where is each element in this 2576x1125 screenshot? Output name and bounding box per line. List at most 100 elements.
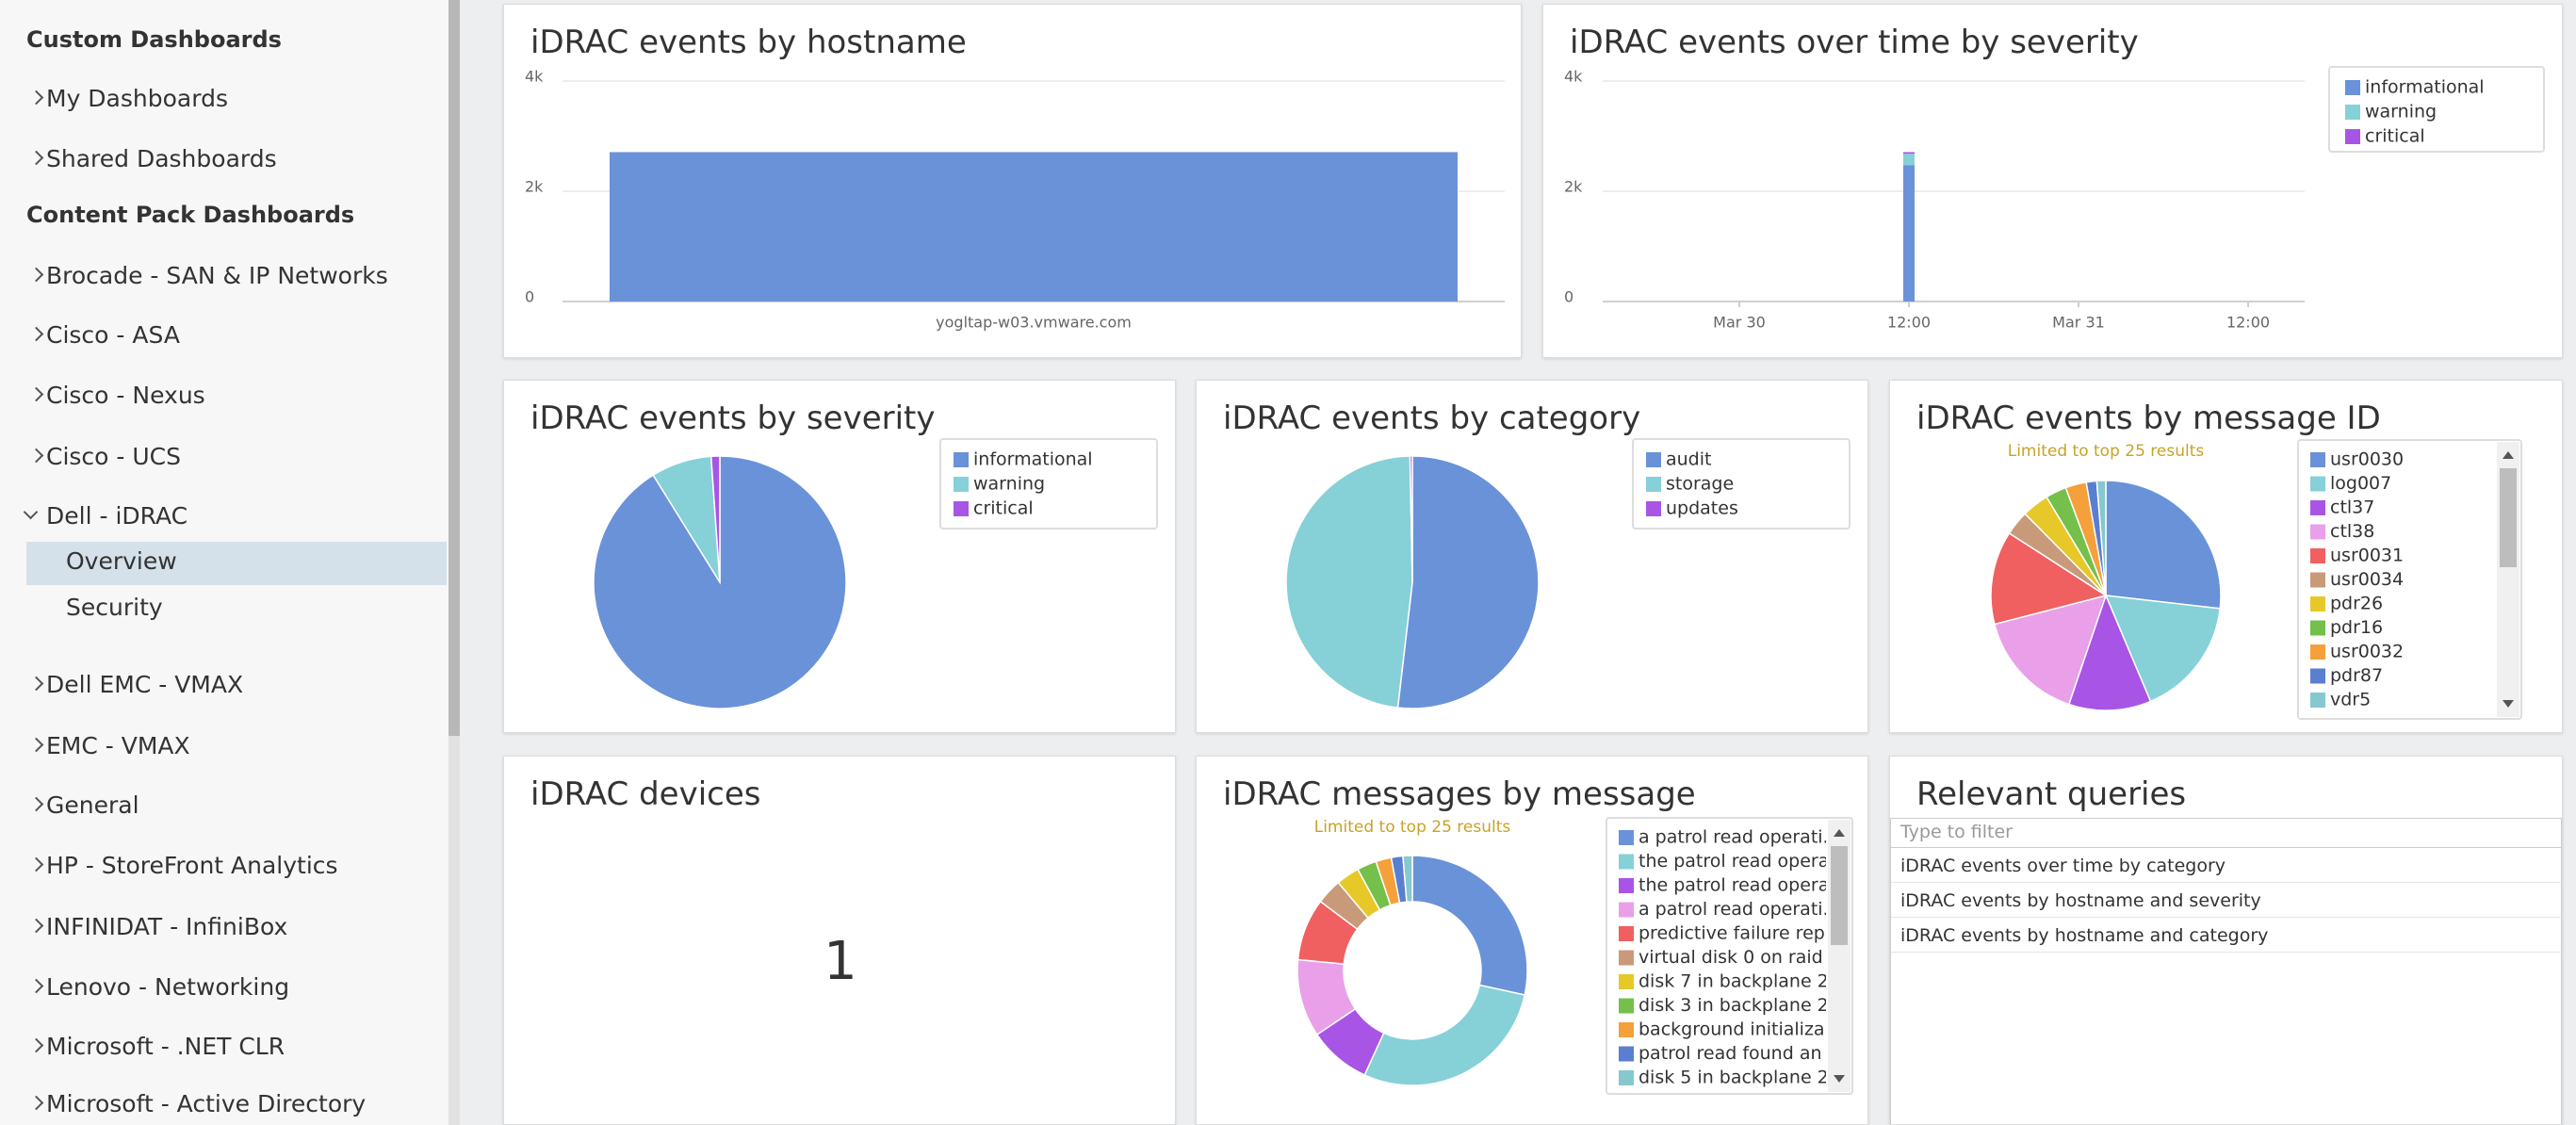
pie-slice — [1411, 855, 1528, 996]
legend-box — [2328, 66, 2545, 153]
legend-swatch — [2310, 452, 2325, 467]
panel-title: iDRAC events by severity — [530, 399, 936, 437]
legend-label: predictive failure rep... — [1639, 923, 1842, 944]
query-item[interactable]: iDRAC events by hostname and severity — [1891, 883, 2562, 918]
pie-slice — [2067, 593, 2152, 711]
legend-swatch — [2310, 548, 2325, 563]
query-item[interactable]: iDRAC events by hostname and category — [1891, 918, 2562, 953]
nav-item[interactable]: Microsoft - Active Directory — [46, 1090, 367, 1117]
scroll-down — [2503, 700, 2514, 708]
legend-label: pdr16 — [2330, 617, 2383, 638]
legend-box — [1606, 817, 1853, 1095]
nav-item[interactable]: My Dashboards — [46, 85, 228, 112]
x-tick-label: yogltap-w03.vmware.com — [936, 314, 1132, 332]
pie-slice — [1285, 455, 1413, 709]
chart: 0 2k 4k Mar 30 12:00 Mar 31 12:00 informational… — [1564, 66, 2545, 332]
filter-input[interactable]: Type to filter — [1890, 818, 2562, 848]
y-tick-label: 0 — [1564, 288, 1573, 306]
scroll-up — [1834, 829, 1845, 837]
panel-title: Relevant queries — [1916, 775, 2187, 813]
legend-swatch — [1646, 452, 1661, 467]
legend-label: audit — [1666, 449, 1711, 470]
sidebar: Custom Dashboards My Dashboards Shared D… — [0, 0, 448, 1125]
legend-swatch — [2310, 572, 2325, 588]
legend-label: a patrol read operati... — [1639, 827, 1840, 848]
scroll-down — [1834, 1075, 1845, 1083]
panel-title: iDRAC messages by message — [1223, 775, 1696, 813]
panel-title: iDRAC events by category — [1223, 399, 1641, 437]
legend-swatch — [2345, 105, 2360, 120]
legend-label: informational — [973, 449, 1093, 470]
legend-scroll-thumb — [2500, 468, 2517, 567]
panel: iDRAC events by category audit storage upda… — [1196, 380, 1868, 733]
nav-item[interactable]: EMC - VMAX — [46, 732, 190, 759]
x-tick-label: Mar 31 — [2052, 314, 2105, 332]
legend-swatch — [2345, 129, 2360, 144]
legend-scroll-thumb — [1831, 846, 1848, 945]
legend-label: the patrol read opera... — [1639, 851, 1847, 872]
bar-segment — [1903, 165, 1915, 302]
legend-label: usr0031 — [2330, 546, 2404, 566]
legend-swatch — [1619, 854, 1634, 870]
note: Limited to top 25 results — [2008, 442, 2205, 461]
legend-label: informational — [2365, 77, 2485, 98]
nav-item[interactable]: HP - StoreFront Analytics — [46, 852, 338, 879]
panel: iDRAC events by message ID Limited to top… — [1889, 380, 2563, 733]
panel: iDRAC devices 1 — [503, 756, 1176, 1125]
legend-swatch — [2310, 620, 2325, 636]
nav-subitem[interactable]: Security — [66, 594, 163, 621]
nav-item[interactable]: Dell - iDRAC — [46, 502, 188, 530]
panel: iDRAC events by hostname 0 2k 4k yogltap-w03… — [503, 4, 1522, 358]
nav-item[interactable]: Lenovo - Networking — [46, 973, 290, 1001]
nav-item[interactable]: Cisco - UCS — [46, 443, 182, 470]
section-header: Custom Dashboards — [26, 26, 282, 53]
nav-item[interactable]: Cisco - Nexus — [46, 382, 205, 409]
panel-title: iDRAC events by hostname — [530, 24, 967, 61]
legend-swatch — [954, 477, 969, 492]
legend-swatch — [1619, 950, 1634, 966]
legend-swatch — [1619, 902, 1634, 918]
legend-swatch — [2310, 500, 2325, 515]
legend-swatch — [2310, 476, 2325, 492]
nav-subitem[interactable]: Overview — [66, 547, 177, 575]
chart: 0 2k 4k yogltap-w03.vmware.com — [525, 68, 1505, 332]
legend-label: virtual disk 0 on raid ... — [1639, 947, 1846, 968]
legend: usr0030 log007 ctl37 ctl38 usr0031 usr0034 pdr… — [2310, 449, 2404, 710]
legend-swatch — [1619, 974, 1634, 989]
legend-label: background initializa... — [1639, 1019, 1842, 1040]
legend-label: disk 7 in backplane 2... — [1639, 971, 1846, 992]
y-tick-label: 4k — [525, 68, 544, 86]
legend-label: usr0030 — [2330, 449, 2404, 470]
legend-label: critical — [973, 498, 1034, 519]
bar-segment — [1903, 152, 1915, 155]
pie-slice — [1402, 855, 1413, 904]
query-list: iDRAC events over time by category iDRAC… — [1890, 848, 2562, 1124]
nav-item[interactable]: General — [46, 791, 139, 819]
y-tick-label: 2k — [525, 178, 544, 196]
legend-label: usr0032 — [2330, 642, 2404, 662]
legend-swatch — [1619, 830, 1634, 845]
nav-item[interactable]: Dell EMC - VMAX — [46, 671, 244, 698]
nav-item[interactable]: Shared Dashboards — [46, 145, 277, 172]
legend-swatch — [2310, 644, 2325, 660]
legend-label: disk 5 in backplane 2... — [1639, 1068, 1846, 1088]
legend-label: warning — [2365, 102, 2437, 122]
legend-swatch — [1619, 1046, 1634, 1062]
nav-item[interactable]: Brocade - SAN & IP Networks — [46, 262, 388, 289]
legend-swatch — [2310, 524, 2325, 540]
nav-item[interactable]: Cisco - ASA — [46, 321, 180, 349]
pie-slice — [1993, 594, 2108, 706]
legend-swatch — [1619, 1022, 1634, 1037]
nav-item[interactable]: Microsoft - .NET CLR — [46, 1033, 285, 1060]
pie-slice — [1363, 984, 1526, 1086]
panel-title: iDRAC devices — [530, 775, 761, 813]
legend: a patrol read operati... the patrol read … — [1619, 827, 1847, 1088]
query-item[interactable]: iDRAC events over time by category — [1891, 848, 2562, 883]
legend-swatch — [2310, 693, 2325, 708]
nav-item[interactable]: INFINIDAT - InfiniBox — [46, 913, 288, 940]
pie-slice — [1396, 455, 1540, 709]
legend-swatch — [1646, 501, 1661, 516]
panel: iDRAC events by severity informational war… — [503, 380, 1176, 733]
scrollbar-thumb[interactable] — [448, 0, 460, 736]
